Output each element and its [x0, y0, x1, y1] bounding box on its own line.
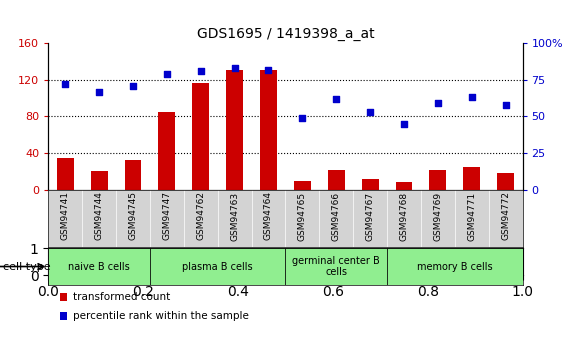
- Point: [399, 121, 408, 127]
- Text: GSM94763: GSM94763: [230, 191, 239, 240]
- Bar: [463, 167, 480, 190]
- Text: GSM94744: GSM94744: [95, 191, 103, 240]
- Text: plasma B cells: plasma B cells: [182, 262, 253, 272]
- Bar: [328, 170, 345, 190]
- Bar: [57, 158, 74, 190]
- Bar: [192, 82, 209, 190]
- Point: [94, 89, 103, 94]
- Text: cell type: cell type: [3, 262, 51, 272]
- Bar: [395, 181, 412, 190]
- Text: GSM94769: GSM94769: [433, 191, 442, 240]
- Bar: [124, 160, 141, 190]
- Text: GSM94771: GSM94771: [467, 191, 476, 240]
- Bar: [150, 248, 286, 285]
- Text: naive B cells: naive B cells: [68, 262, 130, 272]
- Text: germinal center B
cells: germinal center B cells: [293, 256, 380, 277]
- Text: GSM94764: GSM94764: [264, 191, 273, 240]
- Point: [433, 100, 442, 106]
- Text: GSM94768: GSM94768: [399, 191, 408, 240]
- Bar: [158, 112, 176, 190]
- Bar: [387, 248, 523, 285]
- Text: percentile rank within the sample: percentile rank within the sample: [73, 311, 249, 321]
- Text: GSM94767: GSM94767: [366, 191, 375, 240]
- Point: [128, 83, 137, 88]
- Bar: [48, 248, 150, 285]
- Point: [332, 96, 341, 101]
- Bar: [91, 171, 107, 190]
- Point: [366, 109, 375, 115]
- Text: GSM94745: GSM94745: [128, 191, 137, 240]
- Bar: [286, 248, 387, 285]
- Title: GDS1695 / 1419398_a_at: GDS1695 / 1419398_a_at: [197, 27, 374, 41]
- Bar: [429, 170, 446, 190]
- Text: GSM94747: GSM94747: [162, 191, 172, 240]
- Point: [298, 115, 307, 121]
- Point: [162, 71, 172, 77]
- Point: [467, 95, 477, 100]
- Point: [196, 68, 205, 74]
- Text: memory B cells: memory B cells: [417, 262, 492, 272]
- Text: GSM94762: GSM94762: [196, 191, 205, 240]
- Bar: [294, 180, 311, 190]
- Point: [264, 67, 273, 72]
- Bar: [362, 179, 379, 190]
- Text: GSM94741: GSM94741: [61, 191, 70, 240]
- Point: [230, 65, 239, 71]
- Bar: [497, 173, 514, 190]
- Text: GSM94772: GSM94772: [501, 191, 510, 240]
- Text: GSM94766: GSM94766: [332, 191, 341, 240]
- Point: [501, 102, 510, 108]
- Bar: [226, 70, 243, 190]
- Bar: [260, 70, 277, 190]
- Text: transformed count: transformed count: [73, 292, 170, 302]
- Point: [61, 81, 70, 87]
- Text: GSM94765: GSM94765: [298, 191, 307, 240]
